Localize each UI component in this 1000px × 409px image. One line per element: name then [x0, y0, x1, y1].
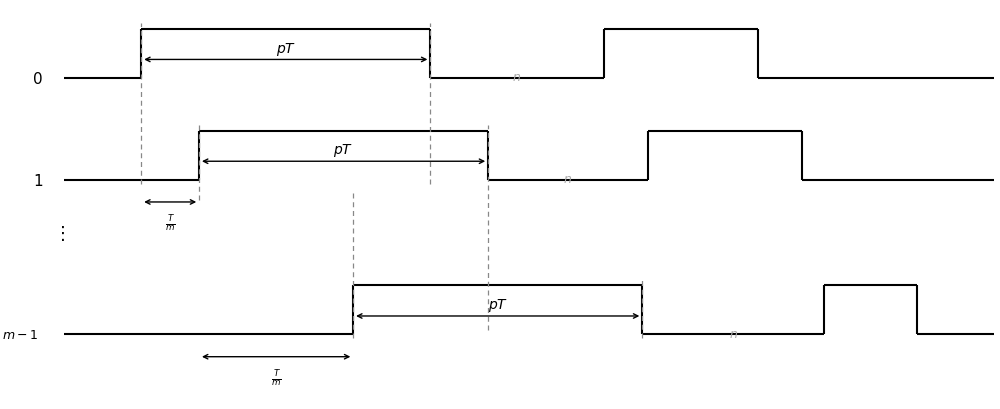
Text: $pT$: $pT$: [488, 297, 508, 313]
Text: $pT$: $pT$: [333, 142, 354, 159]
Text: $\vdots$: $\vdots$: [53, 223, 65, 243]
Text: $0$: $0$: [32, 71, 43, 87]
Text: $1$: $1$: [33, 172, 43, 188]
Text: $m-1$: $m-1$: [2, 328, 38, 341]
Text: $n$: $n$: [729, 327, 738, 340]
Text: $\frac{T}{m}$: $\frac{T}{m}$: [271, 368, 281, 388]
Text: $\frac{T}{m}$: $\frac{T}{m}$: [165, 213, 175, 234]
Text: $pT$: $pT$: [276, 40, 296, 57]
Text: $n$: $n$: [512, 71, 522, 84]
Text: $n$: $n$: [563, 173, 572, 186]
